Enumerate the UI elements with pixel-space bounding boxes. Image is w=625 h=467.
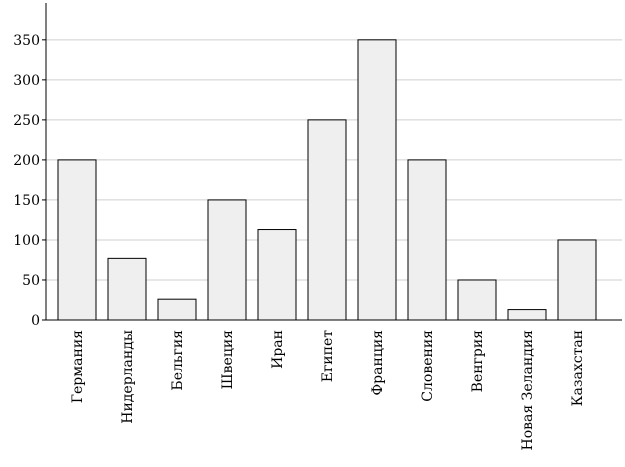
x-tick-label: Бельгия bbox=[170, 330, 186, 391]
bar bbox=[457, 279, 497, 321]
x-tick-label: Египет bbox=[320, 330, 336, 383]
y-tick-label: 150 bbox=[13, 193, 40, 209]
x-tick-label: Казахстан bbox=[570, 330, 586, 406]
y-tick-label: 350 bbox=[13, 33, 40, 49]
x-tick-label: Нидерланды bbox=[120, 330, 136, 424]
bar bbox=[507, 309, 547, 321]
bar bbox=[407, 159, 447, 321]
bar bbox=[57, 159, 97, 321]
bar bbox=[107, 257, 147, 321]
bar bbox=[357, 39, 397, 321]
x-tick-label: Швеция bbox=[220, 330, 236, 389]
x-tick-label: Иран bbox=[270, 330, 286, 369]
bar bbox=[257, 229, 297, 321]
x-tick-label: Венгрия bbox=[470, 330, 486, 393]
x-tick-label: Германия bbox=[70, 330, 86, 403]
x-tick-label: Новая Зеландия bbox=[520, 330, 536, 451]
y-tick-label: 100 bbox=[13, 233, 40, 249]
bar bbox=[207, 199, 247, 321]
x-tick-label: Франция bbox=[370, 330, 386, 396]
x-tick-label: Словения bbox=[420, 330, 436, 402]
y-tick-label: 200 bbox=[13, 153, 40, 169]
y-tick-label: 50 bbox=[22, 273, 40, 289]
bar bbox=[307, 119, 347, 321]
y-tick-label: 250 bbox=[13, 113, 40, 129]
y-tick-label: 300 bbox=[13, 73, 40, 89]
bar bbox=[157, 298, 197, 321]
bar bbox=[557, 239, 597, 321]
y-tick-label: 0 bbox=[31, 313, 40, 329]
